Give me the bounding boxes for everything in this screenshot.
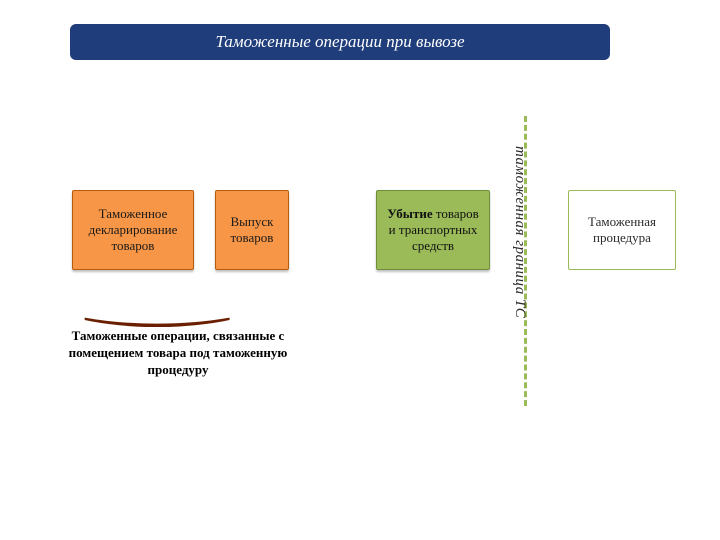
customs-border-label: таможенная граница ТС (511, 146, 528, 318)
box-release-text: Выпуск товаров (222, 214, 282, 247)
title-text: Таможенные операции при вывозе (215, 32, 464, 52)
box-declare: Таможенное декларирование товаров (72, 190, 194, 270)
box-declare-text: Таможенное декларирование товаров (79, 206, 187, 255)
title-bar: Таможенные операции при вывозе (70, 24, 610, 60)
box-departure-text: Убытие товаров и транспортных средств (383, 206, 483, 255)
box-procedure: Таможенная процедура (568, 190, 676, 270)
brace-caption: Таможенные операции, связанные с помещен… (62, 328, 294, 379)
box-release: Выпуск товаров (215, 190, 289, 270)
grouping-brace: ⏝ (83, 278, 231, 322)
box-procedure-text: Таможенная процедура (575, 214, 669, 247)
box-departure: Убытие товаров и транспортных средств (376, 190, 490, 270)
